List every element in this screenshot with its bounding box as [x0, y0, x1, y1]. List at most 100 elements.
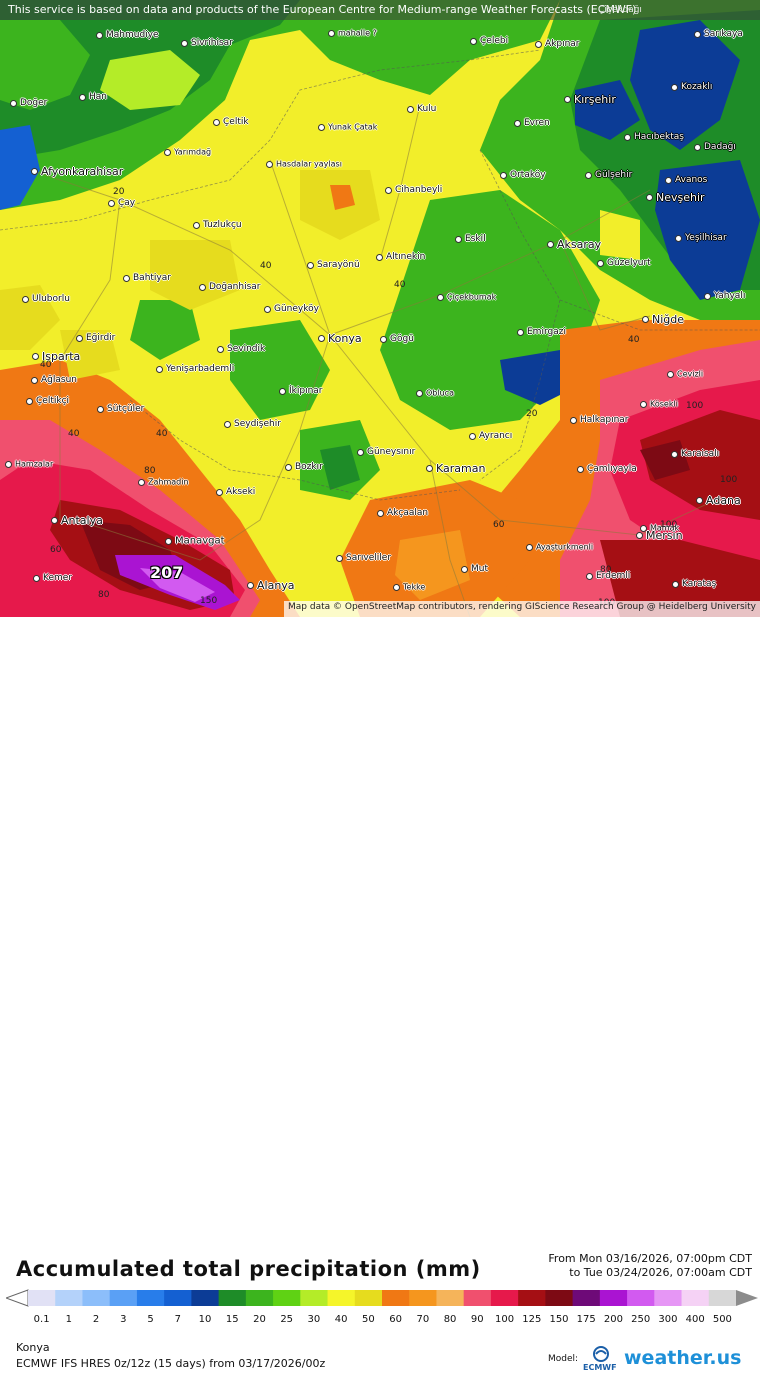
- city-marker[interactable]: Doğer: [10, 95, 47, 111]
- city-marker[interactable]: Bahtiyar: [123, 270, 171, 286]
- city-marker[interactable]: Karaman: [426, 460, 485, 476]
- city-marker[interactable]: Tuzlukçu: [193, 217, 242, 233]
- city-marker[interactable]: Kırşehir: [564, 91, 616, 107]
- city-marker[interactable]: Çamlıyayla: [577, 461, 637, 477]
- contour-label: 40: [68, 429, 80, 439]
- scale-swatch: [572, 1290, 601, 1306]
- city-marker[interactable]: Eskil: [455, 231, 486, 247]
- city-marker[interactable]: Obluca: [416, 385, 454, 401]
- city-marker[interactable]: Mamak: [640, 520, 679, 536]
- city-marker[interactable]: Adana: [696, 492, 741, 508]
- city-marker[interactable]: Dadağı: [694, 139, 736, 155]
- scale-tick-label: 10: [198, 1314, 212, 1325]
- city-marker[interactable]: Güneysınır: [357, 444, 415, 460]
- city-marker[interactable]: Doğanhisar: [199, 279, 260, 295]
- city-marker[interactable]: Sivrihisar: [181, 35, 233, 51]
- city-marker[interactable]: Alanya: [247, 577, 295, 593]
- contour-label: 60: [50, 545, 62, 555]
- city-marker[interactable]: Çelebi: [470, 33, 508, 49]
- scale-tick-label: 175: [576, 1314, 596, 1325]
- city-marker[interactable]: Cihanbeyli: [385, 182, 442, 198]
- city-marker[interactable]: mahalle ?: [328, 25, 377, 41]
- city-marker[interactable]: Mut: [461, 561, 488, 577]
- scale-swatch: [273, 1290, 301, 1306]
- scale-swatch: [55, 1290, 83, 1306]
- contour-label: 20: [526, 409, 538, 419]
- city-marker[interactable]: Ayaşturkmenli: [526, 539, 593, 555]
- scale-swatch: [136, 1290, 165, 1306]
- city-marker[interactable]: Afyonkarahisar: [31, 163, 123, 179]
- city-marker[interactable]: Cevizli: [667, 366, 703, 382]
- city-marker[interactable]: Konya: [318, 330, 362, 346]
- city-marker[interactable]: Uluborlu: [22, 291, 70, 307]
- city-marker[interactable]: Yunak Çatak: [318, 119, 377, 135]
- city-marker[interactable]: Hacıbektaş: [624, 129, 684, 145]
- city-marker[interactable]: Aksaray: [547, 236, 601, 252]
- scale-swatch: [490, 1290, 519, 1306]
- city-marker[interactable]: Niğde: [642, 311, 684, 327]
- city-marker[interactable]: Ayrancı: [469, 428, 512, 444]
- city-marker[interactable]: Evren: [514, 115, 550, 131]
- scale-swatch: [436, 1290, 465, 1306]
- city-marker[interactable]: Mersin: [636, 527, 683, 543]
- scale-swatch: [681, 1290, 710, 1306]
- scale-swatch: [654, 1290, 683, 1306]
- city-marker[interactable]: Gülşehir: [585, 167, 632, 183]
- city-marker[interactable]: Karataş: [672, 576, 716, 592]
- city-marker[interactable]: Hamzalar: [5, 456, 53, 472]
- city-marker[interactable]: Emirgazi: [517, 324, 566, 340]
- city-marker[interactable]: Sarıkaya: [694, 26, 743, 42]
- weather-us-logo[interactable]: weather.us: [624, 1347, 742, 1369]
- city-marker[interactable]: Sarıveliler: [336, 550, 391, 566]
- city-marker[interactable]: Sarayönü: [307, 257, 360, 273]
- period-to: to Tue 03/24/2026, 07:00am CDT: [569, 1266, 752, 1279]
- city-marker[interactable]: Eğirdir: [76, 330, 115, 346]
- city-marker[interactable]: Güzelyurt: [597, 255, 651, 271]
- city-marker[interactable]: Karaisalı: [671, 446, 719, 462]
- city-marker[interactable]: Sevindik: [217, 341, 265, 357]
- city-marker[interactable]: Antalya: [51, 512, 103, 528]
- city-marker[interactable]: Çay: [108, 195, 135, 211]
- city-marker[interactable]: Bozkır: [285, 459, 323, 475]
- city-marker[interactable]: İkipınar: [279, 383, 323, 399]
- city-marker[interactable]: Isparta: [32, 348, 80, 364]
- city-marker[interactable]: Yeşilhisar: [675, 230, 727, 246]
- city-marker[interactable]: Yahyalı: [704, 288, 745, 304]
- city-marker[interactable]: Akpınar: [535, 36, 580, 52]
- city-marker[interactable]: Akçaalan: [377, 505, 428, 521]
- city-marker[interactable]: Sütçüler: [97, 401, 144, 417]
- city-marker[interactable]: Altınekin: [376, 249, 425, 265]
- scale-swatch: [409, 1290, 437, 1306]
- city-marker[interactable]: Ağlasun: [31, 372, 77, 388]
- city-marker[interactable]: Kemer: [33, 570, 72, 586]
- city-marker[interactable]: Han: [79, 89, 107, 105]
- city-marker[interactable]: Kulu: [407, 101, 436, 117]
- city-marker[interactable]: Zahmadin: [138, 474, 189, 490]
- city-marker[interactable]: Yarımdağ: [164, 144, 211, 160]
- city-marker[interactable]: Hasdalar yaylası: [266, 156, 342, 172]
- city-marker[interactable]: Tekke: [393, 579, 425, 595]
- city-marker[interactable]: Kozaklı: [671, 79, 712, 95]
- city-marker[interactable]: Seydişehir: [224, 416, 281, 432]
- scale-tick-label: 7: [174, 1314, 181, 1325]
- city-marker[interactable]: Erdemli: [586, 568, 630, 584]
- city-marker[interactable]: Gögü: [380, 331, 414, 347]
- scale-tick-label: 15: [225, 1314, 239, 1325]
- city-marker[interactable]: Güneyköy: [264, 301, 319, 317]
- city-marker[interactable]: Kösekli: [640, 396, 678, 412]
- city-marker[interactable]: Nevşehir: [646, 189, 705, 205]
- city-marker[interactable]: Çeltik: [213, 114, 249, 130]
- city-marker[interactable]: Çeltikçi: [26, 393, 69, 409]
- scale-tick-label: 400: [685, 1314, 705, 1325]
- city-marker[interactable]: Çiçekbumak: [437, 289, 496, 305]
- scale-tick-label: 1: [65, 1314, 73, 1325]
- city-marker[interactable]: Yenişarbademli: [156, 361, 234, 377]
- city-marker[interactable]: Avanos: [665, 172, 707, 188]
- city-marker[interactable]: Manavgat: [165, 533, 225, 549]
- city-marker[interactable]: Halkapınar: [570, 412, 629, 428]
- city-marker[interactable]: Mahmudiye: [96, 27, 159, 43]
- city-marker[interactable]: Akseki: [216, 484, 255, 500]
- contour-label: 100: [660, 520, 678, 530]
- precipitation-map[interactable]: This service is based on data and produc…: [0, 0, 760, 617]
- city-marker[interactable]: Ortaköy: [500, 167, 546, 183]
